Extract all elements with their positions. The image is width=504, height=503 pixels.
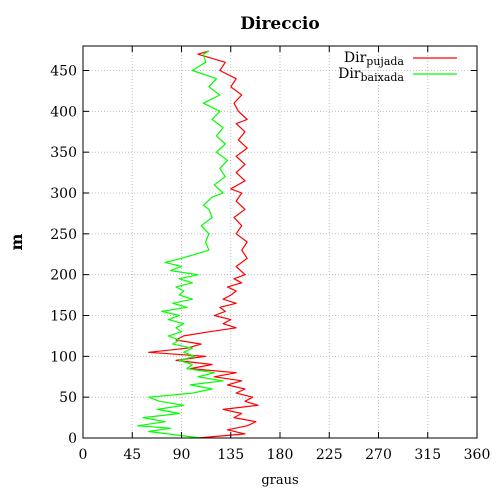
chart-title: Direccio [240, 14, 319, 34]
y-tick-label: 450 [50, 64, 77, 80]
x-tick-label: 270 [365, 447, 392, 463]
series-line-baixada [137, 50, 229, 439]
series-line-pujada [148, 50, 259, 439]
x-tick-label: 90 [173, 447, 191, 463]
y-axis-label: m [7, 233, 26, 250]
y-tick-label: 250 [50, 227, 77, 243]
x-tick-label: 45 [123, 447, 141, 463]
x-tick-label: 180 [267, 447, 294, 463]
x-tick-label: 360 [464, 447, 491, 463]
y-tick-label: 100 [50, 349, 77, 365]
y-tick-label: 400 [50, 104, 77, 120]
y-tick-label: 150 [50, 309, 77, 325]
y-tick-label: 350 [50, 145, 77, 161]
y-tick-label: 0 [68, 431, 77, 447]
y-axis-ticks: 0 50 100 150 200 250 300 350 400 450 [50, 64, 477, 447]
x-tick-label: 315 [414, 447, 441, 463]
legend-label-pujada: Dirpujada [344, 50, 405, 68]
y-tick-label: 200 [50, 268, 77, 284]
x-axis-ticks: 0 45 90 135 180 225 270 315 360 [79, 46, 491, 463]
y-tick-label: 300 [50, 186, 77, 202]
y-tick-label: 50 [59, 390, 77, 406]
legend-label-baixada: Dirbaixada [338, 66, 404, 84]
x-tick-label: 225 [316, 447, 343, 463]
x-axis-label: graus [261, 473, 298, 488]
series-lines [137, 50, 259, 439]
grid [83, 46, 477, 438]
x-tick-label: 0 [79, 447, 88, 463]
x-tick-label: 135 [217, 447, 244, 463]
